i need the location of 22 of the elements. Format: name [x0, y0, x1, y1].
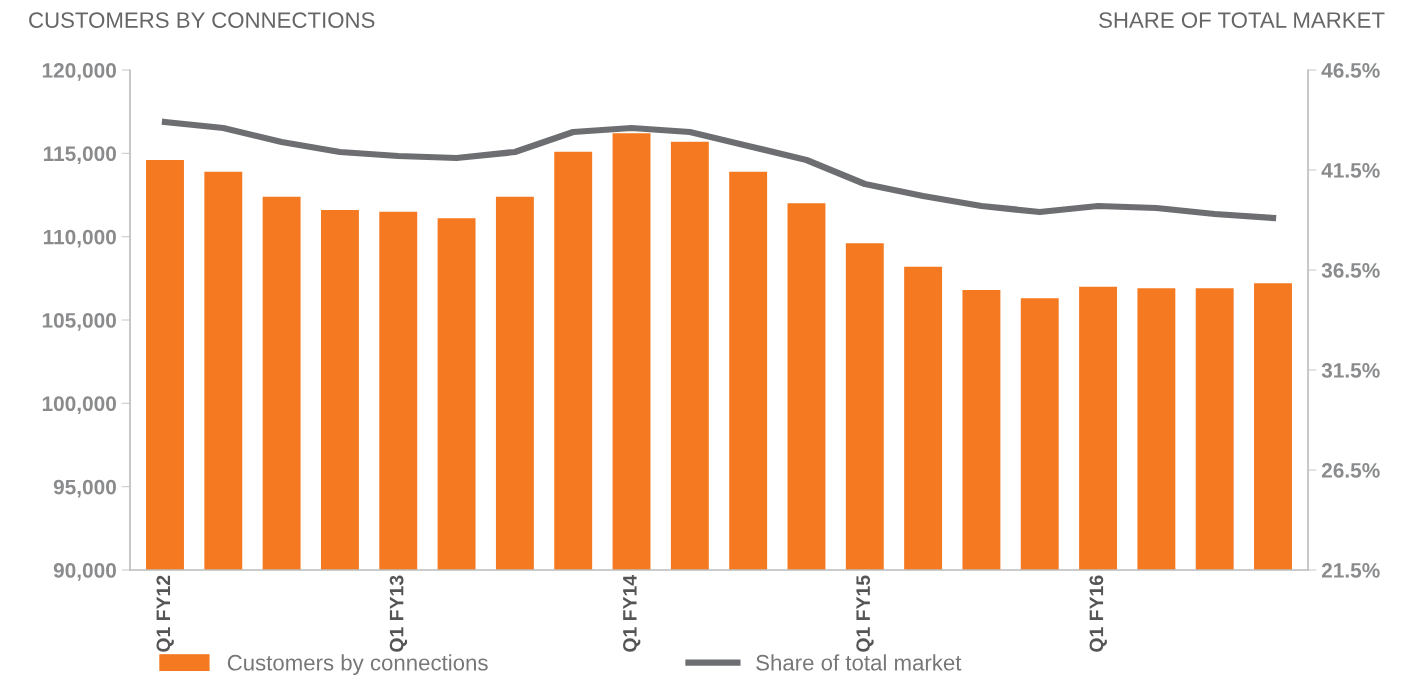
y2-tick-label: 31.5% [1321, 363, 1380, 378]
y-tick-label: 90,000 [53, 563, 116, 581]
y-axis-title: CUSTOMERS BY CONNECTIONS [29, 12, 375, 28]
y-tick-label: 100,000 [42, 396, 116, 415]
legend-label: Share of total market [756, 654, 962, 671]
y2-tick-label: 36.5% [1321, 263, 1380, 278]
legend-label: Customers by connections [227, 654, 488, 675]
x-tick-label: Q1 FY12 [156, 575, 174, 652]
y2-tick-label: 26.5% [1321, 463, 1380, 478]
y-tick-label: 115,000 [43, 146, 116, 165]
y-tick-label: 110,000 [43, 229, 116, 248]
y2-tick-label: 41.5% [1321, 163, 1380, 178]
y-tick-label: 105,000 [42, 313, 116, 331]
x-tick-label: Q1 FY16 [1089, 575, 1107, 652]
y-tick-label: 120,000 [42, 63, 116, 81]
y2-axis-title: SHARE OF TOTAL MARKET [1099, 12, 1385, 28]
y2-tick-label: 21.5% [1321, 563, 1380, 578]
x-tick-label: Q1 FY14 [622, 574, 641, 652]
y2-tick-label: 46.5% [1321, 63, 1380, 78]
y-tick-label: 95,000 [53, 479, 116, 498]
x-tick-label: Q1 FY15 [856, 575, 874, 652]
x-tick-label: Q1 FY13 [389, 575, 408, 652]
